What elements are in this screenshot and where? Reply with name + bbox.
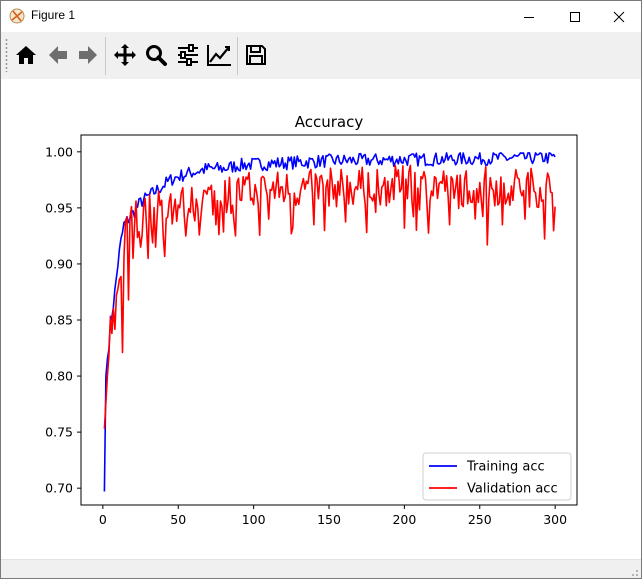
title-bar[interactable]: Figure 1	[1, 1, 641, 32]
forward-button[interactable]	[74, 41, 102, 69]
toolbar-separator	[105, 37, 106, 75]
y-tick-label: 0.70	[45, 481, 73, 496]
minimize-button[interactable]	[506, 1, 552, 32]
resize-grip-icon[interactable]	[629, 567, 639, 577]
validation-acc-line	[103, 164, 556, 429]
y-tick-label: 0.85	[45, 313, 73, 328]
figure-canvas[interactable]: Accuracy 0.70 0.75 0.80 0.85 0.90 0.95 1.00 0 50 1…	[1, 79, 641, 559]
y-tick-label: 0.90	[45, 256, 73, 271]
toolbar-separator	[237, 37, 238, 75]
y-tick-label: 1.00	[45, 144, 73, 159]
save-icon	[246, 45, 266, 65]
y-tick-label: 0.75	[45, 425, 73, 440]
legend-label: Training acc	[466, 460, 545, 475]
maximize-button[interactable]	[552, 1, 598, 32]
y-tick-label: 0.80	[45, 369, 73, 384]
maximize-icon	[570, 11, 580, 22]
x-tick-label: 0	[99, 512, 107, 527]
status-bar	[1, 559, 641, 578]
x-tick-label: 250	[468, 512, 492, 527]
window-title: Figure 1	[31, 8, 76, 22]
forward-icon	[79, 46, 97, 64]
training-acc-line	[103, 152, 556, 492]
chart-title: Accuracy	[295, 113, 364, 131]
customize-icon	[207, 45, 231, 66]
subplots-button[interactable]	[174, 41, 202, 69]
navigation-toolbar	[1, 32, 641, 80]
x-tick-label: 200	[392, 512, 416, 527]
legend-label: Validation acc	[467, 482, 558, 497]
minimize-icon	[524, 16, 534, 18]
x-tick-label: 300	[543, 512, 567, 527]
matplotlib-app-icon	[9, 8, 25, 24]
zoom-button[interactable]	[142, 41, 170, 69]
close-button[interactable]	[596, 1, 641, 32]
x-tick-label: 50	[170, 512, 186, 527]
close-icon	[613, 11, 625, 22]
save-button[interactable]	[242, 41, 270, 69]
pan-icon	[114, 44, 136, 66]
accuracy-chart: Accuracy 0.70 0.75 0.80 0.85 0.90 0.95 1.00 0 50 1…	[45, 113, 578, 527]
y-tick-label: 0.95	[45, 200, 73, 215]
legend-box	[422, 452, 572, 501]
back-icon	[49, 46, 67, 64]
back-button[interactable]	[44, 41, 72, 69]
x-tick-label: 150	[317, 512, 341, 527]
home-button[interactable]	[12, 41, 40, 69]
customize-button[interactable]	[205, 41, 233, 69]
zoom-icon	[146, 45, 167, 66]
pan-button[interactable]	[111, 41, 139, 69]
toolbar-grip[interactable]	[5, 38, 8, 72]
subplots-icon	[178, 44, 198, 66]
home-icon	[16, 46, 36, 64]
x-tick-label: 100	[242, 512, 266, 527]
